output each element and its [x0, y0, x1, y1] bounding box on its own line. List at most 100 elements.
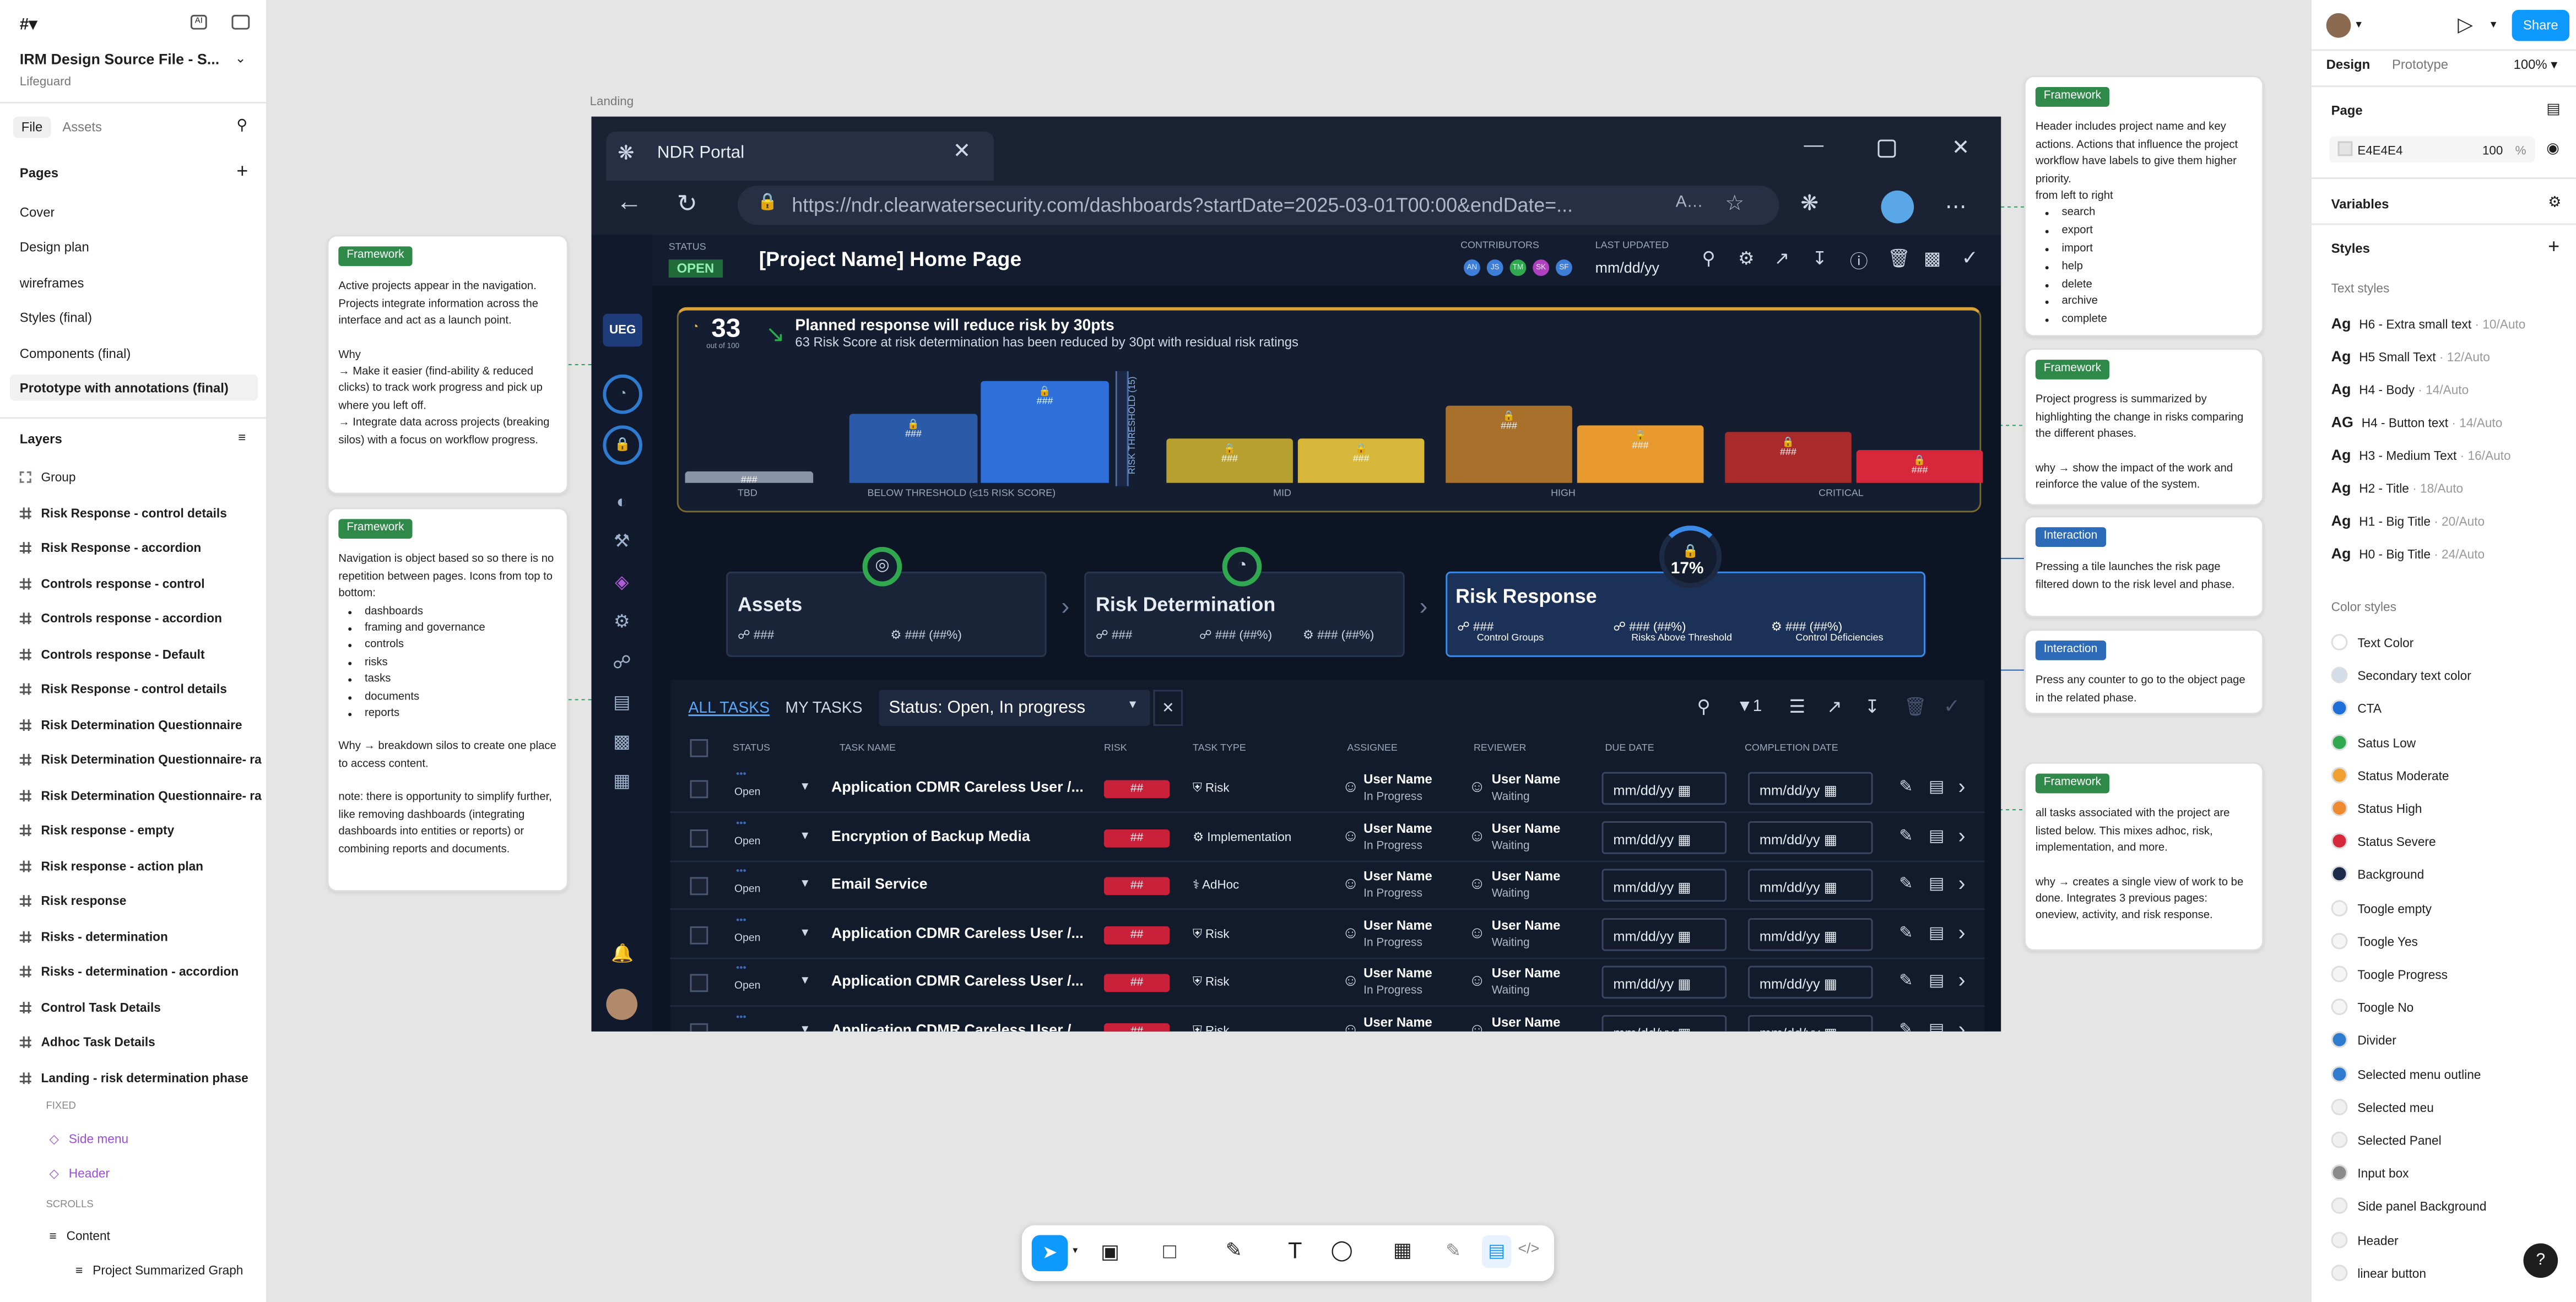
- layer-item[interactable]: Controls response - accordion: [19, 611, 222, 626]
- color-style-item[interactable]: Text Color: [2331, 634, 2413, 650]
- document-icon[interactable]: ▤: [1928, 972, 1945, 991]
- columns-icon[interactable]: ☰: [1789, 698, 1805, 718]
- text-style-item[interactable]: Ag H2 - Title · 18/Auto: [2331, 479, 2464, 496]
- phase-counter[interactable]: ⚙ ### (##%): [890, 627, 962, 643]
- tab-assets[interactable]: Assets: [62, 120, 102, 135]
- layer-item[interactable]: Risk Determination Questionnaire- ra: [19, 752, 262, 767]
- color-style-item[interactable]: Header: [2331, 1231, 2399, 1248]
- status-filter-select[interactable]: [879, 690, 1150, 726]
- task-name[interactable]: Application CDMR Careless User /...: [831, 1021, 1084, 1032]
- delete-icon[interactable]: 🗑: [1887, 249, 1911, 270]
- color-style-item[interactable]: Status High: [2331, 800, 2422, 817]
- tab-design[interactable]: Design: [2326, 57, 2371, 73]
- search-icon[interactable]: ⚲: [1697, 698, 1711, 718]
- completion-date-field[interactable]: mm/dd/yy ▦: [1747, 1014, 1873, 1032]
- task-name[interactable]: Application CDMR Careless User /...: [831, 924, 1084, 941]
- due-date-field[interactable]: mm/dd/yy ▦: [1601, 917, 1727, 951]
- layer-item[interactable]: Risk Response - control details: [19, 682, 227, 696]
- tab-file[interactable]: File: [13, 116, 51, 138]
- import-icon[interactable]: ↧: [1812, 249, 1827, 270]
- tab-prototype[interactable]: Prototype: [2391, 57, 2449, 73]
- extensions-icon[interactable]: ❋: [1800, 190, 1819, 215]
- due-date-field[interactable]: mm/dd/yy ▦: [1601, 820, 1727, 854]
- reviewer[interactable]: User Name Waiting: [1491, 772, 1561, 804]
- layer-content[interactable]: ≡ Content: [49, 1228, 110, 1244]
- phase-counter[interactable]: ☍ ###: [737, 627, 775, 643]
- refresh-icon[interactable]: ↻: [677, 190, 698, 219]
- reviewer[interactable]: User Name Waiting: [1491, 869, 1561, 900]
- chevron-right-icon[interactable]: ›: [1958, 967, 1966, 992]
- share-button[interactable]: Share: [2512, 9, 2570, 41]
- edit-icon[interactable]: ✎: [1899, 924, 1913, 942]
- chart-bar[interactable]: 🔒 ###: [981, 381, 1109, 483]
- browser-tab[interactable]: [606, 131, 994, 181]
- column-header[interactable]: DUE DATE: [1605, 744, 1654, 754]
- layer-item[interactable]: Controls response - Default: [19, 647, 205, 662]
- shield-icon[interactable]: ☍: [613, 653, 631, 674]
- chevron-down-icon[interactable]: ▾: [2490, 19, 2497, 31]
- variables-title[interactable]: Variables: [2331, 197, 2389, 212]
- table-row[interactable]: ••• Open ▾ Application CDMR Careless User /…: [670, 959, 1985, 1007]
- column-header[interactable]: ASSIGNEE: [1347, 744, 1398, 754]
- user-avatar[interactable]: [606, 989, 638, 1020]
- clear-filter-icon[interactable]: ✕: [1153, 690, 1183, 726]
- document-icon[interactable]: ▤: [1928, 1021, 1945, 1032]
- chart-bar[interactable]: 🔒 ###: [1577, 425, 1704, 483]
- tasks-icon[interactable]: ▤: [613, 693, 631, 713]
- expand-icon[interactable]: ▾: [802, 778, 809, 794]
- edit-icon[interactable]: ✎: [1899, 972, 1913, 991]
- avatar[interactable]: SF: [1556, 259, 1572, 276]
- layer-side-menu[interactable]: ◇ Side menu: [49, 1131, 129, 1147]
- controls-icon[interactable]: ◈: [615, 573, 629, 593]
- color-style-item[interactable]: Satus Low: [2331, 733, 2416, 750]
- layer-item[interactable]: Adhoc Task Details: [19, 1035, 155, 1050]
- help-icon[interactable]: ?: [2523, 1243, 2558, 1278]
- color-swatch[interactable]: [2337, 141, 2353, 156]
- task-name[interactable]: Encryption of Backup Media: [831, 827, 1030, 844]
- table-row[interactable]: ••• Open ▾ Application CDMR Careless User /…: [670, 911, 1985, 959]
- reports-icon[interactable]: ▦: [613, 772, 631, 792]
- color-style-item[interactable]: Secondary text color: [2331, 667, 2471, 684]
- design-mode-icon[interactable]: ▤: [1481, 1235, 1512, 1268]
- documents-icon[interactable]: ▩: [613, 733, 631, 752]
- reviewer[interactable]: User Name Waiting: [1491, 820, 1561, 852]
- row-checkbox[interactable]: [690, 925, 708, 944]
- close-window-icon[interactable]: ✕: [1951, 134, 1970, 160]
- expand-icon[interactable]: ▾: [802, 972, 809, 988]
- edit-icon[interactable]: ✎: [1899, 1021, 1913, 1032]
- phase-counter[interactable]: ☍ ### (##%): [1613, 619, 1686, 634]
- avatar[interactable]: TM: [1509, 259, 1527, 276]
- table-row[interactable]: ••• ▾ Application CDMR Careless User /... #…: [670, 1008, 1985, 1032]
- layer-summary[interactable]: ≡ Project Summarized Graph: [75, 1263, 243, 1278]
- layer-item[interactable]: Risks - determination: [19, 930, 168, 945]
- back-icon[interactable]: ←: [616, 188, 643, 217]
- read-aloud-icon[interactable]: A…: [1675, 193, 1703, 212]
- chevron-down-icon[interactable]: ▾: [2356, 19, 2362, 31]
- assignee[interactable]: User Name In Progress: [1363, 820, 1432, 852]
- governance-icon[interactable]: ⚒: [614, 532, 630, 552]
- color-style-item[interactable]: Status Severe: [2331, 833, 2436, 850]
- chevron-down-icon[interactable]: ⌄: [235, 51, 246, 66]
- expand-icon[interactable]: ▾: [802, 1021, 809, 1032]
- assignee[interactable]: User Name In Progress: [1363, 772, 1432, 804]
- maximize-icon[interactable]: [1877, 139, 1896, 158]
- play-icon[interactable]: ▷: [2458, 13, 2473, 36]
- chart-bar[interactable]: 🔒 ###: [849, 414, 978, 483]
- chart-bar[interactable]: 🔒 ###: [1856, 450, 1983, 483]
- add-style-icon[interactable]: +: [2548, 235, 2560, 258]
- column-header[interactable]: RISK: [1103, 744, 1127, 754]
- layer-header[interactable]: ◇ Header: [49, 1166, 110, 1181]
- color-style-item[interactable]: Selected Panel: [2331, 1131, 2442, 1148]
- assignee[interactable]: User Name In Progress: [1363, 869, 1432, 900]
- assignee[interactable]: User Name In Progress: [1363, 965, 1432, 997]
- tab-title[interactable]: NDR Portal: [657, 143, 745, 163]
- task-name[interactable]: Email Service: [831, 875, 928, 892]
- edit-icon[interactable]: ✎: [1899, 875, 1913, 894]
- chart-bar[interactable]: ###: [685, 471, 814, 486]
- zoom-level[interactable]: 100% ▾: [2513, 57, 2558, 73]
- complete-icon[interactable]: ✓: [1961, 246, 1978, 270]
- layer-item[interactable]: Risk Determination Questionnaire: [19, 718, 242, 733]
- text-style-item[interactable]: Ag H4 - Body · 14/Auto: [2331, 381, 2469, 398]
- document-icon[interactable]: ▤: [1928, 778, 1945, 797]
- document-icon[interactable]: ▤: [1928, 924, 1945, 942]
